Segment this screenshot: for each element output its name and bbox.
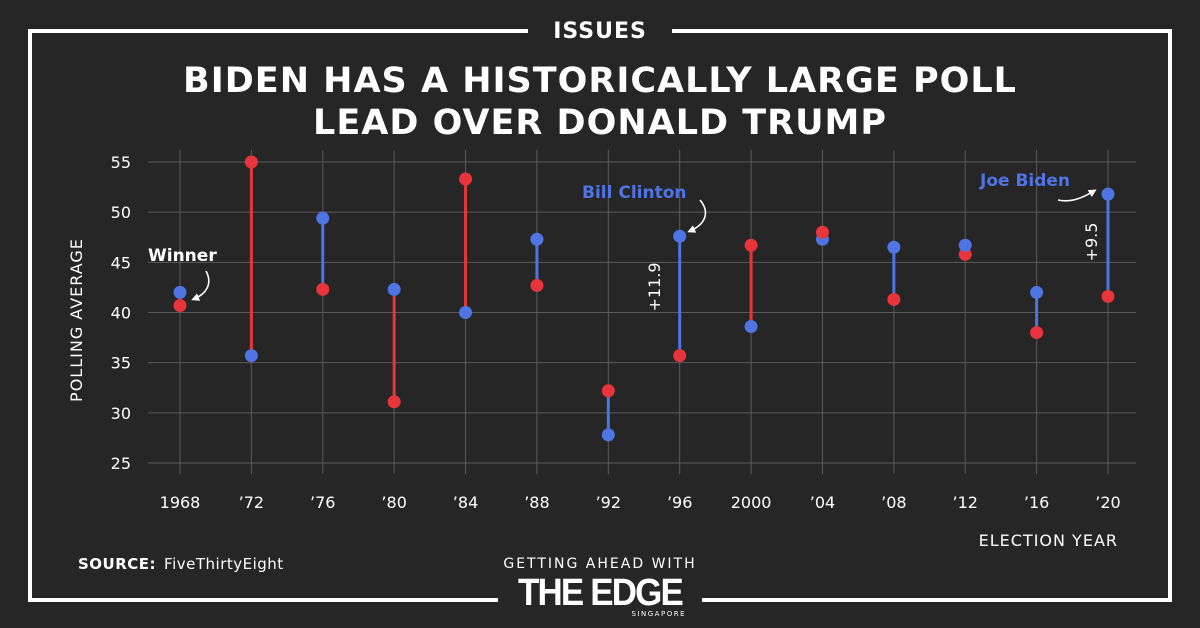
red-point	[244, 155, 258, 169]
annotation-bill-clinton: Bill Clinton	[582, 183, 687, 203]
logo-tagline: GETTING AHEAD WITH	[503, 556, 697, 572]
annotation-clinton-arrow	[687, 199, 707, 233]
source-label: SOURCE:	[78, 555, 157, 573]
source-value: FiveThirtyEight	[164, 555, 284, 573]
blue-point	[387, 282, 401, 296]
annotation-winner: Winner	[148, 246, 217, 266]
x-axis-label: ELECTION YEAR	[979, 531, 1118, 550]
x-tick-label: ’72	[239, 493, 264, 512]
y-tick-label: 30	[111, 404, 131, 423]
frame-top-right	[672, 29, 1172, 33]
x-tick-label: ’04	[810, 493, 835, 512]
y-tick-label: 50	[111, 203, 131, 222]
frame-right	[1168, 29, 1172, 602]
frame-left	[28, 29, 32, 602]
y-tick-labels: 25 30 35 40 45 50 55	[111, 153, 131, 473]
blue-point	[316, 211, 330, 225]
blue-point	[459, 306, 473, 319]
frame-top-left	[28, 29, 528, 33]
logo-sub: SINGAPORE	[631, 610, 686, 618]
x-tick-label: ’08	[881, 493, 906, 512]
x-tick-label: ’92	[596, 493, 621, 512]
annotation-biden-margin: +9.5	[1082, 223, 1101, 262]
red-point	[1030, 326, 1044, 340]
y-tick-label: 45	[111, 253, 131, 272]
x-tick-labels: 1968 ’72 ’76 ’80 ’84 ’88 ’92 ’96 2000 ’04 ’08 ’12 ’1…	[160, 493, 1121, 512]
x-tick-label: 2000	[731, 493, 772, 512]
y-axis-label: POLLING AVERAGE	[67, 238, 86, 402]
red-point	[601, 384, 615, 398]
blue-point	[244, 349, 258, 363]
red-point	[673, 349, 687, 363]
y-tick-label: 25	[111, 454, 131, 473]
blue-point	[958, 238, 972, 252]
blue-point	[744, 320, 758, 334]
blue-point	[530, 232, 544, 246]
page-title: BIDEN HAS A HISTORICALLY LARGE POLL LEAD…	[90, 60, 1110, 144]
blue-point	[1030, 285, 1044, 299]
x-tick-label: ’12	[953, 493, 978, 512]
blue-point	[887, 240, 901, 254]
red-point	[530, 278, 544, 292]
section-tag: ISSUES	[530, 14, 670, 48]
red-point	[1101, 289, 1115, 303]
x-tick-label: ’16	[1024, 493, 1049, 512]
red-point	[958, 247, 972, 261]
frame-bottom-right	[702, 598, 1172, 602]
red-point	[744, 238, 758, 252]
y-tick-label: 55	[111, 153, 131, 172]
x-tick-label: 1968	[160, 493, 201, 512]
x-tick-label: ’84	[453, 493, 478, 512]
y-tick-label: 40	[111, 304, 131, 323]
y-tick-label: 35	[111, 354, 131, 373]
red-point	[387, 395, 401, 409]
x-tick-label: ’80	[381, 493, 406, 512]
x-tick-label: ’76	[310, 493, 335, 512]
x-tick-label: ’88	[524, 493, 549, 512]
blue-point	[601, 428, 615, 442]
logo-wordmark: THE EDGE	[518, 572, 684, 614]
title-line-1: BIDEN HAS A HISTORICALLY LARGE POLL	[183, 61, 1017, 101]
x-tick-label: ’96	[667, 493, 692, 512]
blue-point	[673, 229, 687, 243]
annotations: Winner Bill Clinton +11.9 Joe Biden +9.5	[148, 171, 1101, 312]
annotation-biden-arrow	[1057, 189, 1097, 202]
annotation-joe-biden: Joe Biden	[979, 171, 1070, 191]
data-points	[173, 155, 1115, 442]
red-point	[815, 225, 829, 239]
red-point	[173, 298, 187, 312]
brand-logo: GETTING AHEAD WITH THE EDGE SINGAPORE	[500, 552, 700, 624]
x-tick-label: ’20	[1095, 493, 1120, 512]
frame-bottom-left	[28, 598, 498, 602]
annotation-clinton-margin: +11.9	[645, 262, 664, 311]
source-credit: SOURCE: FiveThirtyEight	[78, 555, 284, 573]
red-point	[316, 282, 330, 296]
blue-point	[1101, 187, 1115, 201]
red-point	[459, 172, 473, 186]
title-line-2: LEAD OVER DONALD TRUMP	[313, 103, 887, 143]
blue-point	[173, 285, 187, 299]
annotation-winner-arrow	[191, 270, 210, 301]
red-point	[887, 292, 901, 306]
